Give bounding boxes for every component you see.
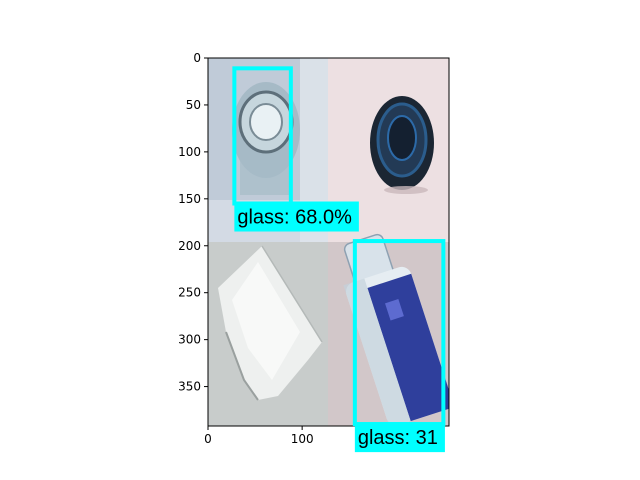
plastic-bag-illustration [218,245,323,401]
y-tick-label: 50 [186,98,201,112]
detection-label-text: glass: 68.0% [237,207,352,229]
detection-box [232,66,293,206]
y-tick-label: 0 [193,51,201,65]
y-tick-label: 150 [178,192,201,206]
image-axes: 0 100 200 0 50 100 150 200 250 300 350 [178,51,450,446]
x-tick-label: 0 [204,432,212,446]
detection-box [352,239,446,427]
axes-frame [207,57,450,427]
blue-label-bottle-illustration [343,233,449,426]
detection-label-text: glass: 31 [358,427,438,449]
detection-label-bg [354,422,445,453]
x-tick-label: 100 [291,432,314,446]
y-tick-label: 300 [178,333,201,347]
y-axis-ticks: 0 50 100 150 200 250 300 350 [178,51,208,394]
y-tick-label: 200 [178,239,201,253]
detection-overlays: glass: 68.0% glass: 31 [232,66,446,453]
detection-label-bg [234,201,359,232]
y-tick-label: 250 [178,286,201,300]
detection-label: glass: 31 [354,422,445,453]
y-tick-label: 100 [178,145,201,159]
y-tick-label: 350 [178,380,201,394]
detection-label: glass: 68.0% [234,201,359,232]
